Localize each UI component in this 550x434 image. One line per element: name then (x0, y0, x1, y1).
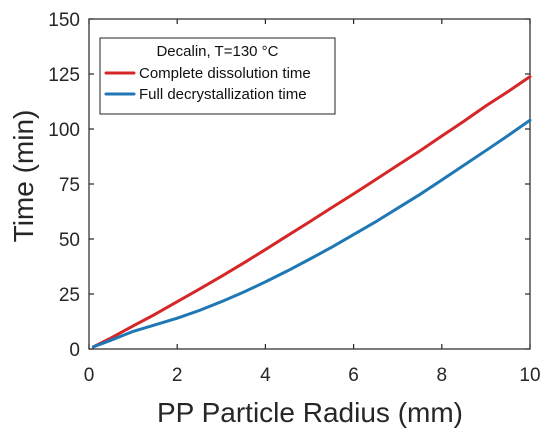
y-axis-title: Time (min) (8, 110, 39, 243)
x-tick-label: 6 (348, 365, 359, 386)
x-tick-label: 8 (437, 365, 448, 386)
legend-item-label: Full decrystallization time (139, 86, 307, 103)
y-tick-label: 100 (48, 120, 80, 141)
y-tick-label: 150 (48, 10, 80, 31)
legend: Decalin, T=130 °C Complete dissolution ti… (99, 37, 336, 115)
legend-item-label: Complete dissolution time (139, 65, 311, 82)
x-tick-label: 10 (519, 365, 540, 386)
series-layer (91, 75, 532, 349)
x-tick-label: 2 (172, 365, 183, 386)
y-tick-label: 125 (48, 65, 80, 86)
y-tick-label: 75 (59, 175, 80, 196)
x-tick-label: 0 (84, 365, 95, 386)
series-line-complete-dissolution-time (91, 75, 532, 349)
x-axis-title: PP Particle Radius (mm) (157, 397, 463, 428)
series-line-full-decrystallization-time (91, 118, 532, 349)
legend-box (99, 37, 336, 115)
legend-title: Decalin, T=130 °C (156, 43, 278, 60)
y-tick-label: 50 (59, 230, 80, 251)
x-tick-label: 4 (260, 365, 271, 386)
y-tick-label: 0 (69, 340, 80, 361)
y-tick-label: 25 (59, 285, 80, 306)
